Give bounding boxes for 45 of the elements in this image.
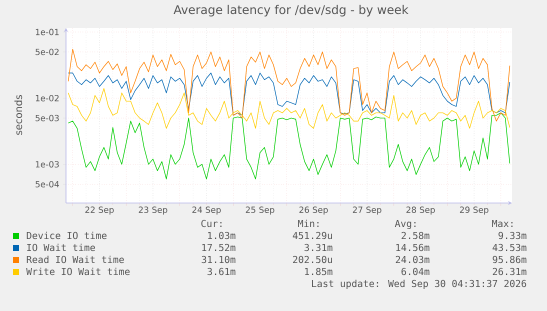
text: 26.31m xyxy=(492,268,526,276)
x-tick-label: 22 Sep xyxy=(85,206,114,215)
y-tick-label: 5e-03 xyxy=(36,114,59,122)
y-tick-label: 5e-02 xyxy=(36,48,59,56)
chart-title: Average latency for /dev/sdg - by week xyxy=(174,4,408,16)
x-tick-label: 28 Sep xyxy=(406,206,435,215)
text: 1.85m xyxy=(305,268,332,276)
text: 1.03m xyxy=(208,232,236,240)
text: 14.56m xyxy=(396,244,430,252)
x-tick-label: 25 Sep xyxy=(246,206,274,215)
y-axis-title: seconds xyxy=(14,95,22,135)
text: 17.52m xyxy=(202,244,236,252)
text: 95.86m xyxy=(492,256,526,264)
text: 3.31m xyxy=(304,244,332,252)
legend-label: Device IO time xyxy=(26,232,107,240)
text: Max: xyxy=(492,220,512,228)
x-tick-label: 23 Sep xyxy=(138,206,168,215)
line-series xyxy=(68,48,510,122)
text: 2.58m xyxy=(402,232,430,240)
text: 3.61m xyxy=(208,268,236,276)
legend-label: Read IO Wait time xyxy=(26,256,124,264)
x-tick-label: 27 Sep xyxy=(352,206,382,215)
legend-label: IO Wait time xyxy=(27,244,95,252)
text: Cur: xyxy=(201,220,222,228)
text: 31.10m xyxy=(202,256,236,264)
x-tick-label: 29 Sep xyxy=(460,206,488,215)
text: Min: xyxy=(298,220,318,227)
line-series xyxy=(68,88,510,129)
y-tick-label: 5e-04 xyxy=(36,181,60,188)
text: Last update: Wed Sep 30 04:31:37 2026 xyxy=(312,280,526,289)
text: 24.03m xyxy=(396,256,430,264)
y-tick-label: 1e-02 xyxy=(36,94,59,102)
x-tick-label: 24 Sep xyxy=(192,206,221,215)
y-tick-label: 1e-03 xyxy=(36,161,59,168)
text: Avg: xyxy=(394,220,416,230)
legend-label: Write IO Wait time xyxy=(26,268,130,276)
text: 6.04m xyxy=(402,268,430,276)
line-series xyxy=(68,72,510,116)
y-tick-label: 1e-01 xyxy=(36,28,59,36)
text: 451.29u xyxy=(292,232,332,240)
line-series xyxy=(68,112,510,180)
text: 9.33m xyxy=(498,232,526,240)
text: 43.53m xyxy=(492,244,526,252)
text: 202.50u xyxy=(293,256,332,264)
x-tick-label: 26 Sep xyxy=(299,206,328,215)
